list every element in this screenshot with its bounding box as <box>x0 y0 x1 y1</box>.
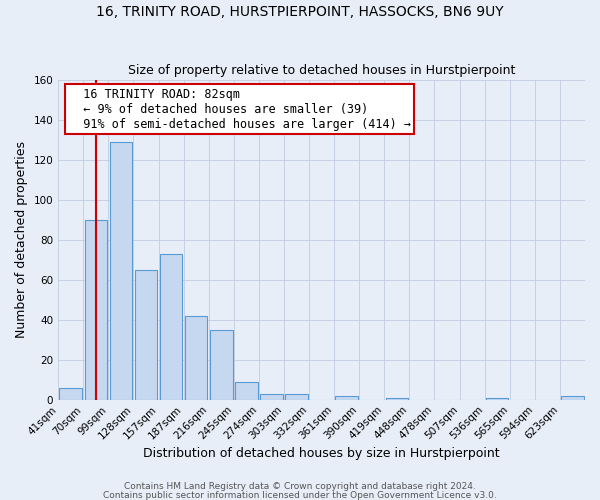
Bar <box>285 394 308 400</box>
Title: Size of property relative to detached houses in Hurstpierpoint: Size of property relative to detached ho… <box>128 64 515 77</box>
Bar <box>210 330 233 400</box>
Bar <box>110 142 132 400</box>
X-axis label: Distribution of detached houses by size in Hurstpierpoint: Distribution of detached houses by size … <box>143 447 500 460</box>
Text: Contains public sector information licensed under the Open Government Licence v3: Contains public sector information licen… <box>103 490 497 500</box>
Bar <box>85 220 107 400</box>
Bar <box>486 398 508 400</box>
Text: Contains HM Land Registry data © Crown copyright and database right 2024.: Contains HM Land Registry data © Crown c… <box>124 482 476 491</box>
Bar <box>134 270 157 400</box>
Y-axis label: Number of detached properties: Number of detached properties <box>15 141 28 338</box>
Bar <box>260 394 283 400</box>
Bar <box>235 382 257 400</box>
Bar <box>59 388 82 400</box>
Text: 16, TRINITY ROAD, HURSTPIERPOINT, HASSOCKS, BN6 9UY: 16, TRINITY ROAD, HURSTPIERPOINT, HASSOC… <box>96 5 504 19</box>
Bar <box>386 398 408 400</box>
Text: 16 TRINITY ROAD: 82sqm
  ← 9% of detached houses are smaller (39)
  91% of semi-: 16 TRINITY ROAD: 82sqm ← 9% of detached … <box>69 88 411 130</box>
Bar <box>160 254 182 400</box>
Bar <box>335 396 358 400</box>
Bar <box>185 316 208 400</box>
Bar <box>561 396 584 400</box>
